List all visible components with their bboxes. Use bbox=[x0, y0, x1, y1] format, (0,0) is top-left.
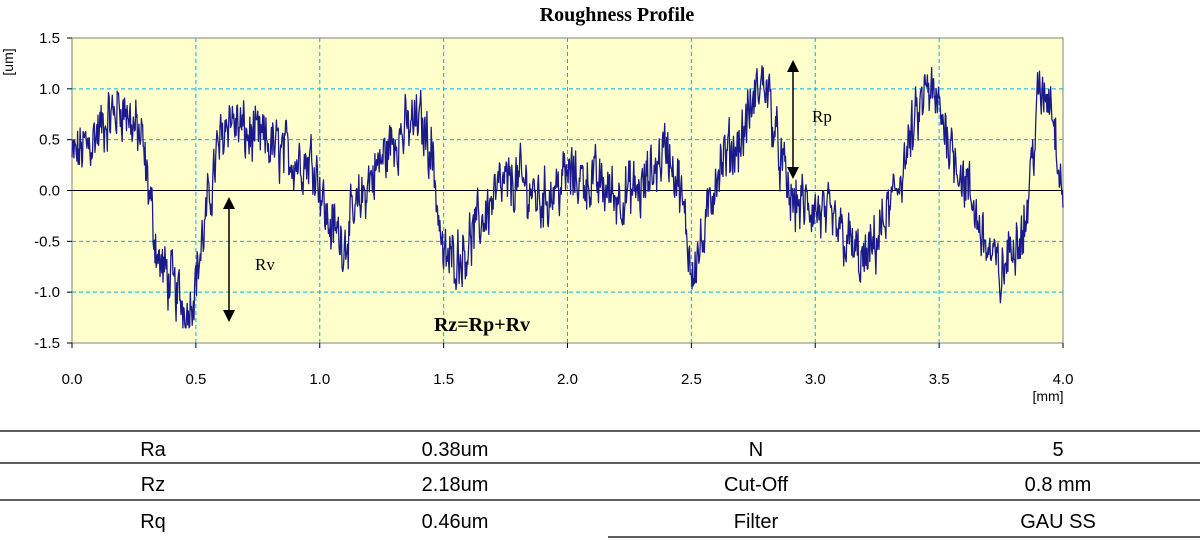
chart-title: Roughness Profile bbox=[540, 4, 695, 26]
table-cell-r0c1: 0.38um bbox=[422, 439, 489, 461]
y-tick-label-0: 1.5 bbox=[39, 30, 60, 47]
y-tick-label-5: -1.0 bbox=[34, 284, 60, 301]
x-tick-label-1: 0.5 bbox=[185, 371, 206, 388]
x-tick-label-4: 2.0 bbox=[557, 371, 578, 388]
table-cell-r1c2: Cut-Off bbox=[724, 474, 789, 496]
table-cell-r0c2: N bbox=[749, 439, 763, 461]
table-cell-r2c0: Rq bbox=[140, 511, 166, 533]
rp-label: Rp bbox=[812, 107, 832, 126]
table-cell-r1c0: Rz bbox=[141, 474, 165, 496]
rz-formula: Rz=Rp+Rv bbox=[434, 314, 530, 336]
x-axis-label: [mm] bbox=[1032, 388, 1063, 404]
x-tick-label-7: 3.5 bbox=[929, 371, 950, 388]
table-cell-r1c1: 2.18um bbox=[422, 474, 489, 496]
table-cell-r0c0: Ra bbox=[140, 439, 166, 461]
y-tick-label-4: -0.5 bbox=[34, 233, 60, 250]
parameters-table: Ra 0.38um N 5 Rz 2.18um Cut-Off 0.8 mm R… bbox=[0, 430, 1200, 538]
y-axis-label: [um] bbox=[0, 48, 16, 75]
table-cell-r2c1: 0.46um bbox=[422, 511, 489, 533]
x-tick-label-8: 4.0 bbox=[1053, 371, 1074, 388]
rv-label: Rv bbox=[255, 255, 275, 274]
y-axis-ticks: 1.5 1.0 0.5 0.0 -0.5 -1.0 -1.5 bbox=[34, 30, 72, 352]
y-tick-label-1: 1.0 bbox=[39, 81, 60, 98]
rp-arrow bbox=[787, 60, 799, 179]
x-tick-label-2: 1.0 bbox=[309, 371, 330, 388]
y-tick-label-6: -1.5 bbox=[34, 335, 60, 352]
y-tick-label-2: 0.5 bbox=[39, 132, 60, 149]
y-tick-label-3: 0.0 bbox=[39, 183, 60, 200]
table-cell-r0c3: 5 bbox=[1052, 439, 1063, 461]
rv-arrow bbox=[223, 197, 235, 322]
table-cell-r2c2: Filter bbox=[734, 511, 779, 533]
x-tick-label-6: 3.0 bbox=[805, 371, 826, 388]
roughness-profile-line bbox=[71, 65, 1064, 329]
table-cell-r2c3: GAU SS bbox=[1020, 511, 1096, 533]
x-tick-label-3: 1.5 bbox=[433, 371, 454, 388]
x-tick-label-0: 0.0 bbox=[62, 371, 83, 388]
table-cell-r1c3: 0.8 mm bbox=[1025, 474, 1092, 496]
x-axis-ticks: 0.0 0.5 1.0 1.5 2.0 2.5 3.0 3.5 4.0 bbox=[62, 343, 1074, 388]
x-tick-label-5: 2.5 bbox=[681, 371, 702, 388]
